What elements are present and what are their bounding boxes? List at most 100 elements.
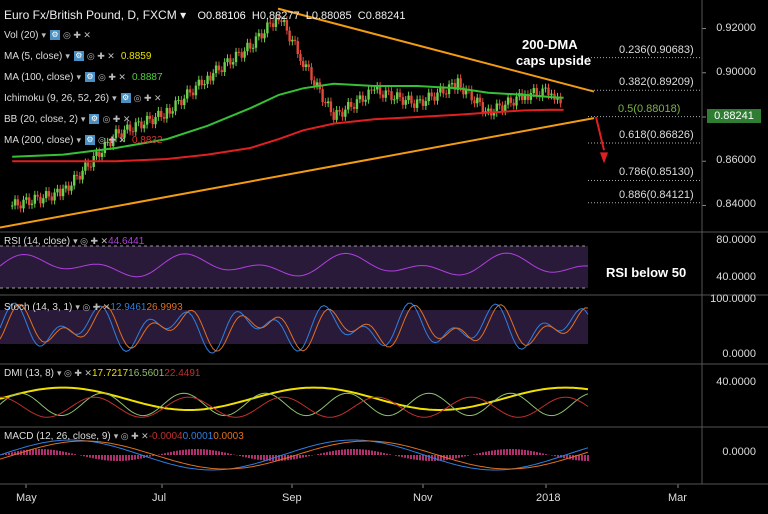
macd-label[interactable]: MACD (12, 26, close, 9) <box>4 431 111 442</box>
candle-body <box>520 93 524 100</box>
candle-body <box>547 87 550 96</box>
legend-label[interactable]: MA (5, close) <box>4 51 63 62</box>
legend-tools-icon[interactable]: ◎ ✚ ✕ <box>98 72 126 82</box>
legend-tools-icon[interactable]: ◎ ✚ ✕ <box>98 135 126 145</box>
gear-icon[interactable]: ⚙ <box>50 30 60 41</box>
stoch-controls-icon[interactable]: ▾ ◎ ✚ ✕ <box>75 302 111 312</box>
time-axis-label: Nov <box>413 492 433 504</box>
chevron-down-icon[interactable]: ▾ <box>180 8 187 22</box>
legend-tools-icon[interactable]: ◎ ✚ ✕ <box>63 30 91 40</box>
candle-body <box>504 104 507 112</box>
candle-body <box>89 166 93 168</box>
gear-icon[interactable]: ⚙ <box>73 51 84 62</box>
macd-controls-icon[interactable]: ▾ ◎ ✚ ✕ <box>113 431 149 441</box>
legend-label[interactable]: Vol (20) <box>4 30 39 41</box>
candle-body <box>523 94 527 100</box>
legend-value: 0.8887 <box>131 72 163 83</box>
gear-icon[interactable]: ⚙ <box>85 135 96 146</box>
candle-body <box>209 75 212 81</box>
candle-body <box>254 36 258 48</box>
candle-body <box>269 22 272 24</box>
candle-body <box>109 141 112 147</box>
candle-body <box>217 65 221 71</box>
gear-icon[interactable]: ⚙ <box>120 93 131 104</box>
candle-body <box>103 141 107 154</box>
stoch-value: 12.9461 <box>110 302 147 313</box>
arrow-head <box>600 152 608 164</box>
legend-value: 0.8859 <box>120 51 152 62</box>
candle-body <box>364 99 367 102</box>
legend-label[interactable]: MA (100, close) <box>4 72 74 83</box>
chevron-down-icon[interactable]: ▾ <box>76 72 82 82</box>
candle-body <box>274 18 278 27</box>
candle-body <box>191 92 195 96</box>
candle-body <box>476 97 479 104</box>
candle-body <box>352 106 356 109</box>
legend-tools-icon[interactable]: ◎ ✚ ✕ <box>133 93 162 103</box>
candle-body <box>498 103 501 106</box>
gear-icon[interactable]: ⚙ <box>89 114 100 125</box>
candle-body <box>47 191 51 197</box>
instrument-title[interactable]: Euro Fx/British Pound, D, FXCM <box>4 8 177 22</box>
dmi-label[interactable]: DMI (13, 8) <box>4 368 55 379</box>
candle-body <box>177 99 180 101</box>
candle-body <box>378 86 382 95</box>
candle-body <box>131 131 135 133</box>
candle-body <box>95 151 98 156</box>
candle-body <box>56 188 59 193</box>
candle-body <box>16 199 20 206</box>
stoch-label[interactable]: Stoch (14, 3, 1) <box>4 302 73 313</box>
legend-tools-icon[interactable]: ◎ ✚ ✕ <box>86 51 115 61</box>
down-arrow <box>595 116 608 164</box>
ohlc-readout: O0.88106 H0.88277 L0.88085 C0.88241 <box>197 10 406 22</box>
candle-body <box>50 196 53 201</box>
candle-body <box>180 99 183 106</box>
price-axis-label: 0.84000 <box>716 198 756 211</box>
candle-body <box>310 67 313 81</box>
rsi-label[interactable]: RSI (14, close) <box>4 236 71 247</box>
chevron-down-icon[interactable]: ▾ <box>41 30 46 40</box>
di-plus-line <box>0 392 589 417</box>
dmi-value: 22.4491 <box>164 368 201 379</box>
gear-icon[interactable]: ⚙ <box>85 72 96 83</box>
candle-body <box>529 93 533 100</box>
candle-body <box>33 194 37 204</box>
legend-label[interactable]: Ichimoku (9, 26, 52, 26) <box>4 93 110 104</box>
candle-body <box>151 119 154 125</box>
stoch-legend: Stoch (14, 3, 1) ▾ ◎ ✚ ✕12.946126.9993 <box>4 302 183 313</box>
rsi-controls-icon[interactable]: ▾ ◎ ✚ ✕ <box>73 236 109 246</box>
chevron-down-icon[interactable]: ▾ <box>65 51 70 61</box>
stoch-value: 26.9993 <box>146 302 183 313</box>
legend-row: MA (100, close) ▾ ⚙ ◎ ✚ ✕ 0.8887 <box>4 72 163 83</box>
candle-body <box>13 199 17 206</box>
legend-tools-icon[interactable]: ◎ ✚ ✕ <box>102 114 131 124</box>
annotation-200dma: 200-DMA <box>522 37 578 52</box>
stoch-pane <box>0 302 589 354</box>
candle-body <box>299 54 302 62</box>
candle-body <box>237 51 241 53</box>
legend-row: Vol (20) ▾ ⚙ ◎ ✚ ✕ <box>4 30 91 41</box>
candle-body <box>424 101 428 106</box>
candle-body <box>526 94 530 100</box>
candle-body <box>117 129 121 134</box>
legend-label[interactable]: MA (200, close) <box>4 135 74 146</box>
candle-body <box>162 116 166 119</box>
candle-body <box>358 95 362 100</box>
stoch-axis-label: 100.0000 <box>710 293 756 305</box>
fib-label: 0.786(0.85130) <box>619 166 694 179</box>
candle-body <box>70 185 73 191</box>
candle-body <box>81 170 84 180</box>
candle-body <box>329 101 333 113</box>
chevron-down-icon[interactable]: ▾ <box>112 93 117 103</box>
dmi-controls-icon[interactable]: ▾ ◎ ✚ ✕ <box>57 368 92 378</box>
chevron-down-icon[interactable]: ▾ <box>80 114 86 124</box>
candle-body <box>559 96 562 104</box>
chevron-down-icon[interactable]: ▾ <box>76 135 82 145</box>
candle-body <box>307 64 310 68</box>
legend-label[interactable]: BB (20, close, 2) <box>4 114 78 125</box>
candle-body <box>456 78 460 90</box>
candle-body <box>442 87 445 94</box>
dmi-value: 16.5601 <box>128 368 165 379</box>
candle-body <box>381 94 385 98</box>
